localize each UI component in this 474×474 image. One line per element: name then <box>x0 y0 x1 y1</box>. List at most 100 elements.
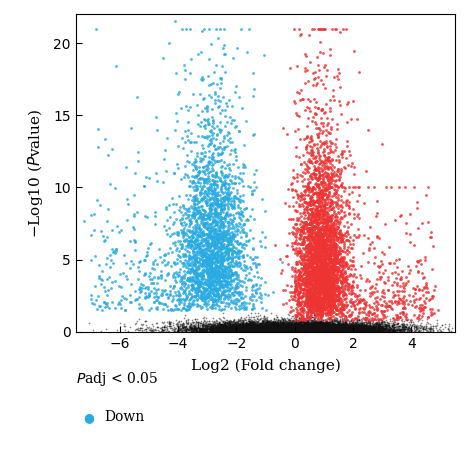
Point <box>340 327 348 335</box>
Point <box>111 305 119 312</box>
Point <box>198 248 205 255</box>
Point <box>282 325 289 333</box>
Point <box>225 325 232 333</box>
Point <box>239 225 246 233</box>
Point <box>368 325 375 333</box>
Point <box>307 194 314 201</box>
Point <box>161 325 169 332</box>
Point <box>293 324 301 332</box>
Point <box>166 292 173 299</box>
Point <box>210 160 217 168</box>
Point <box>301 301 308 309</box>
Point <box>311 325 319 333</box>
Point <box>313 326 321 333</box>
Point <box>338 305 346 313</box>
Point <box>256 328 264 335</box>
Point <box>329 286 337 293</box>
Point <box>298 177 306 185</box>
Point <box>314 233 322 240</box>
Point <box>225 195 232 203</box>
Point <box>278 328 285 335</box>
Point <box>195 249 202 256</box>
Point <box>265 324 273 331</box>
Point <box>311 325 319 332</box>
Point <box>310 320 318 328</box>
Point <box>317 328 325 336</box>
Point <box>310 222 318 229</box>
Point <box>353 328 361 335</box>
Point <box>342 313 350 321</box>
Point <box>333 281 341 288</box>
Point <box>293 328 301 335</box>
Point <box>311 239 319 246</box>
Point <box>336 158 343 165</box>
Point <box>294 323 301 330</box>
Point <box>311 319 319 326</box>
Point <box>313 325 321 333</box>
Point <box>323 327 330 335</box>
Point <box>238 322 246 330</box>
Point <box>336 304 344 312</box>
Point <box>367 326 374 334</box>
Point <box>210 322 218 330</box>
Point <box>307 323 315 330</box>
Point <box>257 324 264 332</box>
Point <box>303 325 310 332</box>
Point <box>315 290 322 298</box>
Point <box>368 327 376 334</box>
Point <box>278 322 285 329</box>
Point <box>318 260 326 267</box>
Point <box>322 328 330 336</box>
Point <box>240 325 248 333</box>
Point <box>316 254 324 262</box>
Point <box>292 323 300 331</box>
Point <box>247 322 255 330</box>
Point <box>264 323 272 331</box>
Point <box>327 322 335 329</box>
Point <box>326 308 334 316</box>
Point <box>315 164 322 171</box>
Point <box>270 327 278 335</box>
Point <box>351 306 358 313</box>
Point <box>286 319 293 326</box>
Point <box>214 34 222 42</box>
Point <box>212 172 220 179</box>
Point <box>337 181 345 188</box>
Point <box>347 316 355 323</box>
Point <box>286 327 293 334</box>
Point <box>275 327 283 335</box>
Point <box>289 325 297 332</box>
Point <box>193 324 201 332</box>
Point <box>305 251 312 258</box>
Point <box>288 326 295 334</box>
Point <box>291 325 298 333</box>
Point <box>228 328 236 335</box>
Point <box>361 325 368 332</box>
Point <box>288 328 296 335</box>
Point <box>288 326 295 334</box>
Point <box>295 327 303 335</box>
Point <box>360 322 367 330</box>
Point <box>267 328 275 335</box>
Point <box>203 325 211 332</box>
Point <box>299 312 306 320</box>
Point <box>206 326 214 334</box>
Point <box>260 324 267 332</box>
Point <box>271 326 278 333</box>
Point <box>317 189 325 196</box>
Point <box>260 323 267 330</box>
Point <box>191 326 198 334</box>
Point <box>282 326 289 334</box>
Point <box>209 268 217 276</box>
Point <box>257 282 264 289</box>
Point <box>234 321 242 329</box>
Point <box>235 325 242 333</box>
Point <box>263 325 271 333</box>
Point <box>289 325 297 332</box>
Point <box>212 281 219 289</box>
Point <box>306 194 314 202</box>
Point <box>315 266 322 273</box>
Point <box>241 326 249 333</box>
Point <box>311 280 319 288</box>
Point <box>319 229 327 237</box>
